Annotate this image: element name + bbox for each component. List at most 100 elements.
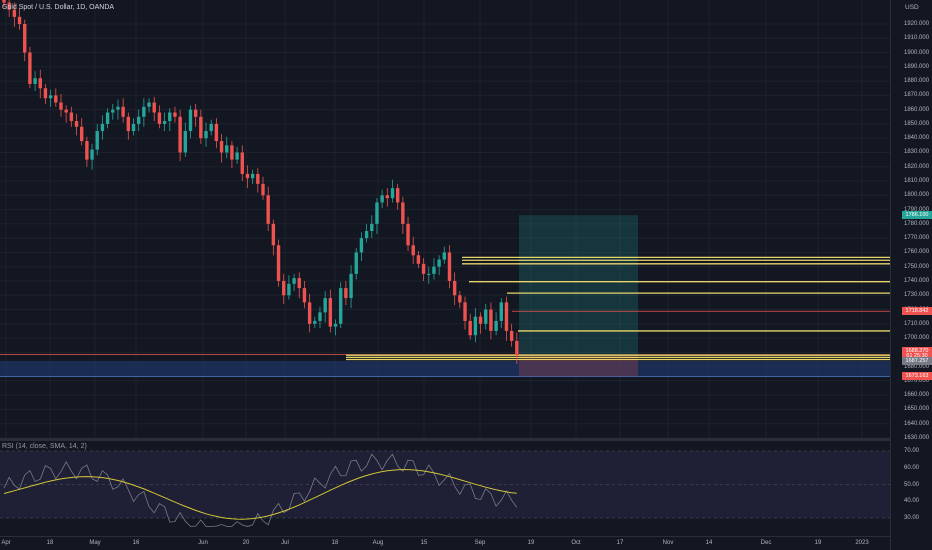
candle-body: [105, 112, 110, 124]
candle: [168, 108, 172, 132]
candle-body: [416, 255, 421, 264]
candle-body: [427, 273, 431, 275]
price-tick: 1850.000: [904, 120, 930, 127]
candle-body: [390, 188, 395, 199]
candle-body: [458, 295, 462, 303]
candle: [478, 312, 483, 334]
target-zone: [519, 215, 638, 355]
candle: [100, 115, 105, 140]
candle-body: [509, 330, 514, 341]
candle-body: [380, 195, 384, 203]
candle: [69, 106, 74, 127]
rsi-tick: 30.00: [904, 515, 920, 521]
rsi-chart[interactable]: [0, 441, 890, 536]
candle: [499, 298, 503, 329]
candle-body: [395, 188, 400, 203]
price-tick: 1900.000: [904, 49, 930, 56]
rsi-tick: 70.00: [904, 448, 920, 454]
candle: [370, 215, 374, 239]
symbol-title[interactable]: Gold Spot / U.S. Dollar, 1D, OANDA: [2, 4, 115, 11]
candle-body: [121, 106, 125, 117]
candle: [59, 93, 63, 117]
support-price-tag: 1687.257: [902, 356, 932, 365]
candle-body: [328, 298, 333, 327]
candle-body: [256, 173, 260, 184]
candle-body: [515, 340, 519, 356]
candle-body: [136, 116, 141, 124]
candle: [266, 186, 270, 231]
price-tick: 1800.000: [904, 192, 930, 199]
candle-body: [323, 298, 327, 313]
candle: [297, 272, 301, 299]
candle-body: [245, 173, 250, 179]
candle-body: [219, 141, 224, 153]
rsi-indicator-title[interactable]: RSI (14, close, SMA, 14, 2): [2, 443, 87, 450]
candle-body: [183, 131, 187, 153]
time-axis[interactable]: [0, 536, 890, 550]
price-tick: 1910.000: [904, 35, 930, 42]
candle: [468, 313, 472, 340]
candle: [261, 176, 265, 200]
price-tick: 1750.000: [904, 263, 930, 270]
candle: [287, 275, 291, 300]
candle: [111, 103, 115, 120]
candle: [427, 266, 431, 284]
price-tick: 1790.000: [904, 206, 930, 213]
price-tick: 1740.000: [904, 277, 930, 284]
candle-body: [12, 9, 17, 17]
price-tick: 1780.000: [904, 220, 930, 227]
candle-body: [43, 88, 48, 99]
price-tick: 1810.000: [904, 178, 930, 185]
candle: [199, 109, 203, 144]
candle: [105, 108, 110, 129]
time-tick: 15: [420, 540, 428, 546]
candle: [157, 105, 162, 129]
candle-body: [421, 263, 426, 274]
candle-body: [54, 95, 58, 103]
candle-body: [307, 302, 312, 324]
candlestick-chart[interactable]: [0, 0, 890, 438]
candle-body: [437, 259, 441, 267]
candle: [240, 145, 244, 182]
candle: [421, 258, 426, 281]
candle: [95, 123, 99, 156]
candle: [339, 282, 343, 329]
candle: [85, 136, 89, 167]
price-tick: 1830.000: [904, 149, 930, 156]
candle: [48, 89, 53, 107]
candle: [183, 122, 187, 157]
target-price-tag: 1786.100: [902, 211, 932, 220]
rsi-ma-line: [3, 469, 517, 520]
price-tick: 1760.000: [904, 249, 930, 256]
candle: [147, 98, 151, 113]
candle-body: [225, 145, 229, 153]
main-chart-pane[interactable]: [0, 0, 890, 438]
candle: [375, 198, 379, 234]
price-tick: 1630.000: [904, 435, 930, 441]
pane-divider[interactable]: [0, 438, 932, 441]
candle: [359, 232, 364, 261]
candle-body: [209, 123, 213, 132]
price-axis[interactable]: [890, 0, 932, 550]
candle-body: [261, 183, 265, 196]
candle-body: [100, 123, 105, 132]
candle-body: [313, 320, 317, 324]
candle-body: [473, 316, 478, 336]
price-tick: 1920.000: [904, 21, 930, 27]
candle-body: [48, 95, 53, 99]
price-tick: 1820.000: [904, 163, 930, 170]
candle: [484, 303, 488, 330]
time-tick: Sep: [474, 540, 486, 546]
candle-body: [230, 145, 234, 160]
candle-body: [266, 195, 270, 224]
rsi-pane[interactable]: [0, 441, 890, 536]
candle: [235, 146, 239, 164]
price-tick: 1890.000: [904, 63, 930, 70]
candle-body: [80, 126, 84, 142]
price-tick: 1680.000: [904, 363, 930, 370]
candle-body: [199, 116, 203, 139]
candle-body: [64, 109, 68, 113]
price-tick: 1710.000: [904, 320, 930, 327]
candle-body: [442, 252, 446, 260]
candle-body: [69, 112, 74, 122]
